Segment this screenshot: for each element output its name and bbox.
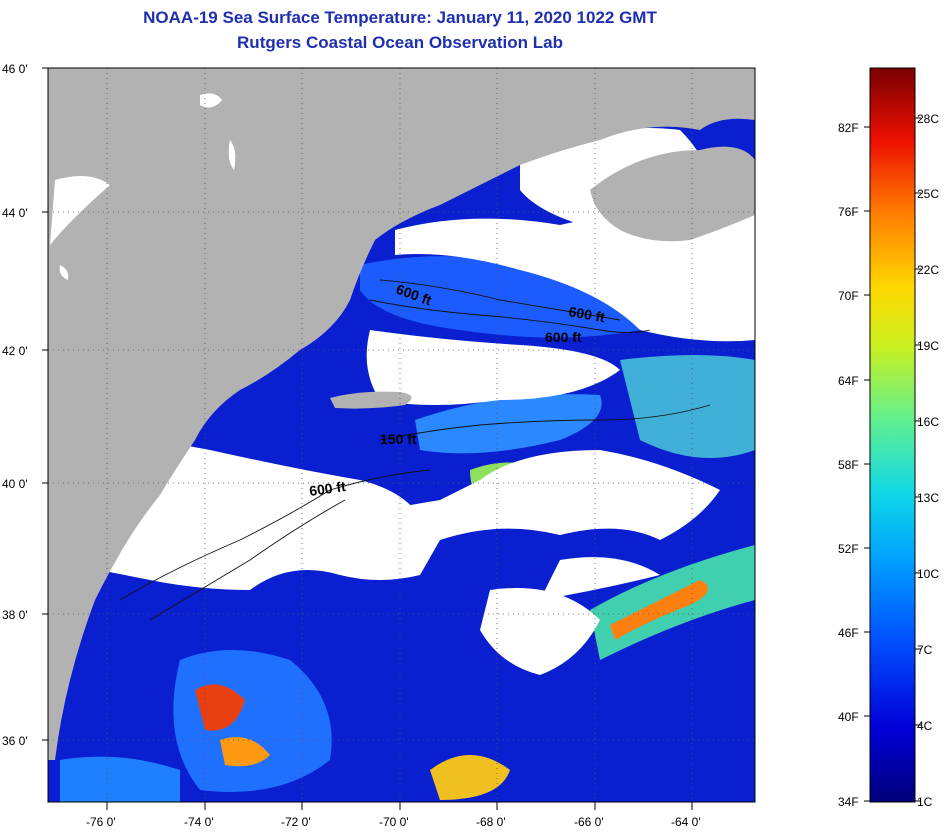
warm-patch: [60, 756, 180, 802]
colorbar-c-label: 25C: [917, 187, 939, 201]
contour-label: 150 ft: [380, 431, 417, 447]
colorbar-gradient: [869, 67, 916, 803]
gulf-stream-core: [610, 580, 708, 640]
contour-label: 600 ft: [545, 329, 582, 345]
lon-tick-label: -64 0': [671, 815, 701, 829]
colorbar-f-label: 40F: [838, 710, 859, 724]
colorbar-c-label: 22C: [917, 263, 939, 277]
colorbar-c-label: 13C: [917, 491, 939, 505]
colorbar-f-label: 82F: [838, 121, 859, 135]
map-area: 600 ft 600 ft 600 ft 150 ft 600 ft: [48, 68, 755, 802]
warm-patch: [195, 684, 245, 731]
warm-patch: [220, 737, 270, 767]
contour-label: 600 ft: [567, 303, 606, 325]
colorbar-f-label: 64F: [838, 374, 859, 388]
cloud-cover: [540, 557, 660, 600]
shelf-water: [415, 394, 602, 454]
depth-contours: [119, 279, 711, 621]
colorbar-f-label: 52F: [838, 542, 859, 556]
colorbar-f-label: 34F: [838, 795, 859, 809]
nova-scotia-land: [590, 146, 755, 242]
colorbar-c-label: 16C: [917, 415, 939, 429]
lon-tick-label: -68 0': [476, 815, 506, 829]
lat-tick-label: 44 0': [2, 206, 28, 220]
long-island-land: [330, 391, 412, 409]
lon-tick-label: -70 0': [379, 815, 409, 829]
colorbar-c-label: 7C: [917, 643, 933, 657]
colorbar-c-label: 28C: [917, 112, 939, 126]
lat-tick-label: 46 0': [2, 62, 28, 76]
lat-tick-label: 42 0': [2, 344, 28, 358]
temperature-colorbar: 82F 76F 70F 64F 58F 52F 46F 40F 34F 28C …: [838, 67, 939, 809]
lake: [228, 140, 236, 170]
map-frame: [47, 67, 756, 803]
lake: [59, 265, 69, 280]
colorbar-c-label: 4C: [917, 719, 933, 733]
lat-tick-label: 38 0': [2, 608, 28, 622]
lon-tick-label: -72 0': [281, 815, 311, 829]
lon-tick-label: -66 0': [574, 815, 604, 829]
cloud-cover: [300, 450, 720, 580]
colorbar-f-label: 46F: [838, 626, 859, 640]
colorbar-f-label: 70F: [838, 289, 859, 303]
contour-label: 600 ft: [308, 478, 347, 499]
colorbar-c-label: 10C: [917, 567, 939, 581]
lake: [200, 93, 222, 108]
latitude-axis: 46 0' 44 0' 42 0' 40 0' 38 0' 36 0': [2, 62, 48, 748]
lake: [50, 176, 110, 245]
colorbar-f-label: 76F: [838, 205, 859, 219]
lat-tick-label: 40 0': [2, 477, 28, 491]
cloud-cover: [366, 330, 620, 405]
lon-tick-label: -74 0': [184, 815, 214, 829]
lon-tick-label: -76 0': [86, 815, 116, 829]
colorbar-c-label: 1C: [917, 795, 933, 809]
colorbar-f-label: 58F: [838, 458, 859, 472]
map-title: NOAA-19 Sea Surface Temperature: January…: [143, 8, 657, 27]
longitude-axis: -76 0' -74 0' -72 0' -70 0' -68 0' -66 0…: [86, 802, 701, 829]
colorbar-c-label: 19C: [917, 339, 939, 353]
warm-patch: [430, 755, 510, 800]
land-mass: [48, 68, 755, 760]
shelf-water: [620, 355, 755, 458]
cloud-cover: [480, 588, 600, 675]
lat-tick-label: 36 0': [2, 734, 28, 748]
map-subtitle: Rutgers Coastal Ocean Observation Lab: [237, 33, 563, 52]
